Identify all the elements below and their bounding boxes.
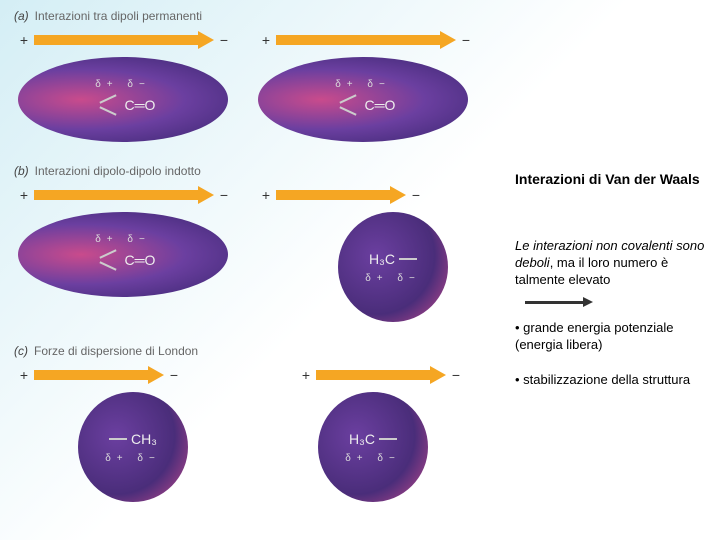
minus-sign: − [410, 187, 422, 203]
section-b-arrows: + − + − [10, 182, 510, 208]
bond-line-icon [399, 258, 417, 260]
section-b-letter: (b) [14, 164, 29, 178]
section-c: (c) Forze di dispersione di London + − +… [10, 340, 510, 506]
dipole-arrow-icon [34, 186, 214, 204]
bond-line-icon [109, 438, 127, 440]
section-b-label: Interazioni dipolo-dipolo indotto [35, 164, 201, 178]
bond-angle-icon [331, 90, 361, 120]
section-c-label: Forze di dispersione di London [34, 344, 198, 358]
section-a: (a) Interazioni tra dipoli permanenti + … [10, 5, 510, 146]
molecule-circle-h3c-2: H₃C δ+ δ− [318, 392, 428, 502]
plus-sign: + [18, 32, 30, 48]
delta-label: δ+ δ− [95, 79, 151, 90]
minus-sign: − [168, 367, 180, 383]
section-a-molecules: δ+ δ− C═O δ+ δ− C═O [10, 53, 510, 146]
co-formula: C═O [91, 90, 156, 120]
molecule-ellipse-co-1: δ+ δ− C═O [18, 57, 228, 142]
minus-sign: − [218, 187, 230, 203]
section-a-arrows: + − + − [10, 27, 510, 53]
section-a-label: Interazioni tra dipoli permanenti [35, 9, 202, 23]
molecule-circle-ch3-1: CH₃ δ+ δ− [78, 392, 188, 502]
delta-label: δ+ δ− [95, 234, 151, 245]
minus-sign: − [218, 32, 230, 48]
dipole-arrow-icon [34, 366, 164, 384]
bullet-1: • grande energia potenziale (energia lib… [515, 320, 710, 354]
molecule-circle-h3c: H₃C δ+ δ− [338, 212, 448, 322]
co-formula: C═O [91, 245, 156, 275]
implies-arrow-icon [525, 301, 585, 304]
molecule-ellipse-co-3: δ+ δ− C═O [18, 212, 228, 297]
arrow-a-1: + − [18, 31, 230, 49]
bullet-2: • stabilizzazione della struttura [515, 372, 710, 389]
plus-sign: + [18, 367, 30, 383]
section-b-header: (b) Interazioni dipolo-dipolo indotto [10, 160, 510, 182]
text-panel: Interazioni di Van der Waals Le interazi… [515, 170, 710, 401]
page-title: Interazioni di Van der Waals [515, 170, 710, 188]
bond-angle-icon [91, 90, 121, 120]
h3c-formula: H₃C [349, 431, 397, 447]
plus-sign: + [18, 187, 30, 203]
h3c-formula: H₃C [369, 251, 417, 267]
delta-label: δ+ δ− [345, 453, 401, 464]
delta-label: δ+ δ− [105, 453, 161, 464]
dipole-arrow-icon [276, 186, 406, 204]
plus-sign: + [260, 187, 272, 203]
diagram-panel: (a) Interazioni tra dipoli permanenti + … [10, 5, 510, 535]
arrow-a-2: + − [260, 31, 472, 49]
section-b-molecules: δ+ δ− C═O H₃C δ+ δ− [10, 208, 510, 326]
section-a-letter: (a) [14, 9, 29, 23]
arrow-b-2: + − [260, 186, 422, 204]
minus-sign: − [450, 367, 462, 383]
delta-label: δ+ δ− [335, 79, 391, 90]
arrow-c-1: + − [18, 366, 180, 384]
delta-label: δ+ δ− [365, 273, 421, 284]
plus-sign: + [260, 32, 272, 48]
dipole-arrow-icon [316, 366, 446, 384]
co-formula: C═O [331, 90, 396, 120]
arrow-b-1: + − [18, 186, 230, 204]
minus-sign: − [460, 32, 472, 48]
section-c-molecules: CH₃ δ+ δ− H₃C δ+ δ− [10, 388, 510, 506]
arrow-c-2: + − [300, 366, 462, 384]
molecule-ellipse-co-2: δ+ δ− C═O [258, 57, 468, 142]
section-c-header: (c) Forze di dispersione di London [10, 340, 510, 362]
section-b: (b) Interazioni dipolo-dipolo indotto + … [10, 160, 510, 326]
ch3-formula: CH₃ [109, 431, 157, 447]
bond-angle-icon [91, 245, 121, 275]
plus-sign: + [300, 367, 312, 383]
bond-line-icon [379, 438, 397, 440]
paragraph-1: Le interazioni non covalenti sono deboli… [515, 238, 710, 289]
dipole-arrow-icon [276, 31, 456, 49]
section-c-arrows: + − + − [10, 362, 510, 388]
dipole-arrow-icon [34, 31, 214, 49]
section-c-letter: (c) [14, 344, 28, 358]
section-a-header: (a) Interazioni tra dipoli permanenti [10, 5, 510, 27]
